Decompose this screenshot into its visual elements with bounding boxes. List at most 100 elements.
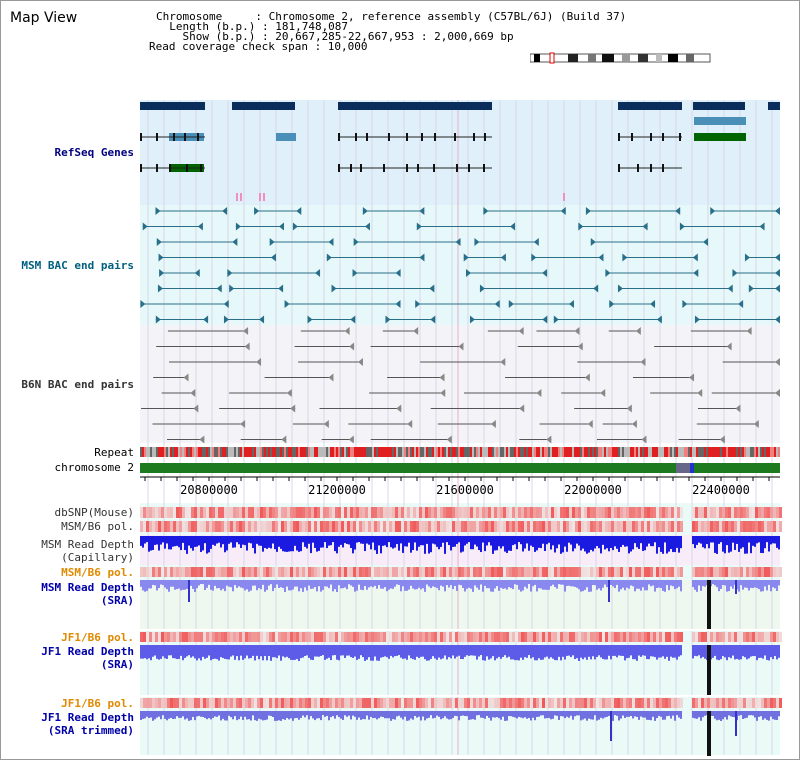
repeat-block — [550, 447, 552, 457]
polymorphism-cell — [755, 507, 758, 518]
polymorphism-cell — [338, 698, 341, 708]
depth-bar — [674, 580, 676, 590]
depth-bar — [240, 580, 242, 588]
polymorphism-cell — [377, 698, 380, 708]
depth-bar — [232, 711, 234, 720]
repeat-block — [360, 447, 362, 457]
depth-bar — [522, 711, 524, 719]
depth-bar — [572, 645, 574, 656]
polymorphism-cell — [653, 567, 656, 577]
exon — [421, 133, 423, 141]
exon — [468, 164, 470, 172]
repeat-block — [640, 447, 642, 457]
polymorphism-cell — [140, 507, 143, 518]
polymorphism-cell — [773, 698, 776, 708]
depth-bar — [492, 536, 494, 554]
repeat-block — [612, 447, 614, 457]
depth-bar — [140, 580, 142, 587]
repeat-block — [410, 447, 412, 457]
depth-bar — [220, 645, 222, 658]
depth-bar — [564, 580, 566, 592]
depth-bar — [388, 711, 390, 719]
refseq-mark — [563, 193, 565, 201]
polymorphism-cell — [161, 521, 164, 532]
polymorphism-cell — [767, 632, 770, 642]
polymorphism-cell — [407, 507, 410, 518]
depth-bar — [326, 580, 328, 587]
depth-bar — [628, 580, 630, 589]
polymorphism-cell — [647, 507, 650, 518]
polymorphism-cell — [146, 632, 149, 642]
depth-bar — [460, 580, 462, 586]
polymorphism-cell — [641, 567, 644, 577]
polymorphism-cell — [626, 567, 629, 577]
polymorphism-cell — [359, 632, 362, 642]
depth-bar — [254, 711, 256, 721]
depth-bar — [146, 711, 148, 717]
depth-bar — [256, 536, 258, 544]
depth-bar — [680, 580, 682, 592]
repeat-block — [656, 447, 658, 457]
polymorphism-cell — [368, 521, 371, 532]
depth-bar — [414, 711, 416, 716]
depth-bar — [600, 580, 602, 591]
repeat-block — [454, 447, 456, 457]
polymorphism-cell — [530, 632, 533, 642]
polymorphism-cell — [257, 507, 260, 518]
depth-bar — [164, 536, 166, 549]
polymorphism-cell — [305, 507, 308, 518]
depth-bar — [358, 645, 360, 659]
depth-bar — [272, 580, 274, 592]
repeat-block — [166, 447, 168, 457]
repeat-block — [270, 447, 272, 457]
depth-bar — [160, 645, 162, 659]
chromosome-ideogram[interactable] — [530, 52, 712, 64]
polymorphism-cell — [311, 521, 314, 532]
depth-bar — [252, 645, 254, 656]
depth-bar — [612, 580, 614, 587]
chromosome-bar — [140, 463, 780, 473]
polymorphism-cell — [296, 698, 299, 708]
depth-bar — [388, 580, 390, 590]
refseq-gene — [232, 102, 295, 110]
depth-bar — [608, 645, 610, 656]
depth-bar — [182, 580, 184, 590]
polymorphism-cell — [176, 521, 179, 532]
depth-bar — [420, 645, 422, 657]
depth-bar — [154, 645, 156, 656]
polymorphism-cell — [719, 698, 722, 708]
polymorphism-cell — [581, 632, 584, 642]
depth-bar — [140, 645, 142, 659]
repeat-block — [288, 447, 290, 457]
depth-bar — [190, 711, 192, 721]
repeat-block — [678, 447, 680, 457]
polymorphism-cell — [407, 567, 410, 577]
depth-bar — [732, 536, 734, 543]
polymorphism-cell — [524, 567, 527, 577]
polymorphism-cell — [344, 507, 347, 518]
depth-bar — [596, 645, 598, 658]
depth-bar — [442, 645, 444, 659]
polymorphism-cell — [614, 632, 617, 642]
msm-bac-end — [732, 269, 738, 277]
depth-bar — [416, 645, 418, 657]
polymorphism-cell — [338, 567, 341, 577]
depth-bar — [646, 645, 648, 660]
depth-bar — [248, 536, 250, 543]
depth-bar — [298, 580, 300, 592]
repeat-block — [698, 447, 700, 457]
msm-bac-end — [775, 253, 780, 262]
polymorphism-cell — [398, 567, 401, 577]
depth-bar — [330, 711, 332, 718]
depth-bar — [564, 536, 566, 547]
polymorphism-cell — [728, 567, 731, 577]
polymorphism-cell — [428, 567, 431, 577]
depth-bar — [570, 645, 572, 658]
depth-bar — [274, 711, 276, 721]
depth-bar — [166, 536, 168, 544]
polymorphism-cell — [707, 698, 710, 708]
polymorphism-cell — [737, 507, 740, 518]
polymorphism-cell — [386, 632, 389, 642]
depth-bar — [692, 711, 694, 718]
